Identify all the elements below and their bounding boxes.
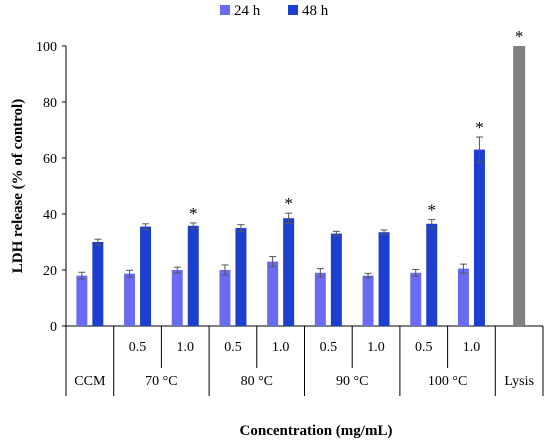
y-tick-label: 80: [43, 96, 57, 111]
bar: [314, 272, 326, 326]
x-group-label: Lysis: [504, 374, 534, 389]
significance-marker: *: [515, 27, 524, 46]
y-tick-label: 20: [43, 264, 57, 279]
bar: [171, 270, 183, 326]
y-axis-title: LDH release (% of control): [10, 99, 26, 273]
bar: [513, 46, 526, 326]
bar: [362, 275, 374, 326]
bar: [219, 270, 231, 326]
x-group-label: 80 °C: [241, 374, 273, 389]
x-group-label: 100 °C: [428, 374, 467, 389]
x-subcategory-label: 0.5: [224, 340, 242, 355]
x-subcategory-label: 0.5: [129, 340, 147, 355]
bar: [235, 228, 247, 326]
x-group-label: 70 °C: [145, 374, 177, 389]
bar: [124, 273, 136, 326]
legend-label: 48 h: [302, 3, 329, 19]
x-subcategory-label: 0.5: [320, 340, 338, 355]
x-subcategory-label: 1.0: [177, 340, 195, 355]
bar: [410, 272, 422, 326]
legend: 24 h 48 h: [220, 3, 329, 19]
y-tick-label: 0: [50, 320, 57, 335]
bar: [457, 268, 469, 326]
bar: [473, 149, 485, 326]
x-axis-category-table: CCM 0.5 1.0 70 °C 0.5 1.0 80 °C 0.5 1.0 90 °C 0.5 1…: [65, 326, 544, 396]
x-group-label: CCM: [74, 374, 106, 389]
significance-marker: *: [284, 194, 293, 213]
bars: * * * * *: [76, 27, 526, 326]
bar: [92, 242, 104, 326]
bar: [76, 275, 88, 326]
bar: [330, 233, 342, 326]
legend-swatch: [288, 5, 298, 15]
y-tick-label: 60: [43, 152, 57, 167]
x-subcategory-label: 1.0: [272, 340, 290, 355]
bar: [283, 218, 295, 326]
x-subcategory-label: 0.5: [415, 340, 433, 355]
y-tick-label: 40: [43, 208, 57, 223]
x-subcategory-label: 1.0: [463, 340, 481, 355]
bar: [378, 232, 390, 326]
x-subcategory-label: 1.0: [367, 340, 385, 355]
significance-marker: *: [189, 204, 198, 223]
x-group-label: 90 °C: [336, 374, 368, 389]
significance-marker: *: [428, 201, 437, 220]
y-tick-label: 100: [36, 40, 57, 55]
legend-label: 24 h: [234, 3, 261, 19]
bar: [267, 261, 279, 326]
x-axis-title: Concentration (mg/mL): [240, 423, 393, 439]
bar: [426, 223, 438, 326]
legend-swatch: [220, 5, 230, 15]
significance-marker: *: [475, 118, 484, 137]
bar: [140, 226, 152, 326]
bar: [187, 225, 199, 326]
